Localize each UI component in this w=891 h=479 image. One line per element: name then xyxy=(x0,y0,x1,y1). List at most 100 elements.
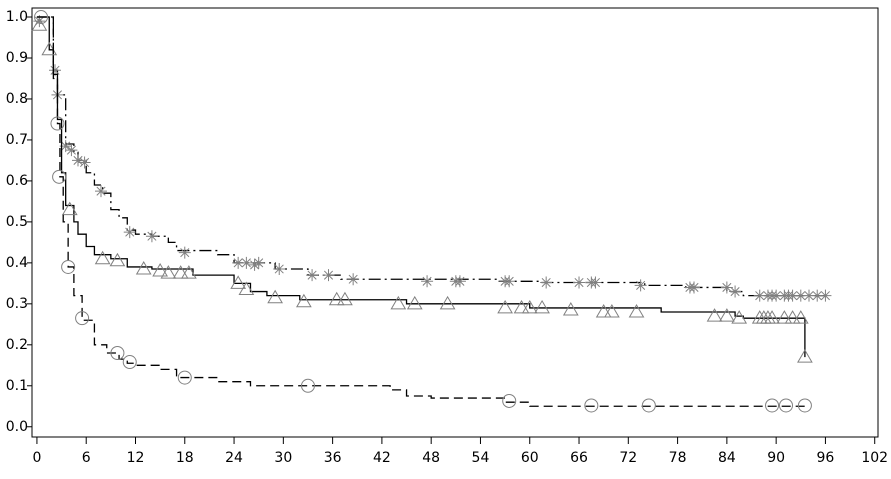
censor-marker xyxy=(122,355,137,370)
censor-marker xyxy=(52,169,67,184)
censor-marker xyxy=(273,263,286,276)
y-tick-label: 0.6 xyxy=(6,173,28,189)
censor-marker xyxy=(50,116,65,131)
censor-marker xyxy=(145,230,158,243)
censor-marker xyxy=(628,304,645,318)
censor-marker xyxy=(779,398,794,413)
censor-marker xyxy=(59,140,72,153)
censor-marker xyxy=(65,144,78,157)
y-tick-label: 0.1 xyxy=(6,378,28,394)
x-tick-label: 48 xyxy=(422,450,440,466)
x-tick-label: 54 xyxy=(472,450,490,466)
x-tick-label: 0 xyxy=(32,450,41,466)
censor-marker xyxy=(497,299,513,314)
censor-marker xyxy=(33,15,46,28)
censor-marker xyxy=(328,291,345,306)
x-tick-label: 24 xyxy=(225,450,243,466)
x-tick-label: 84 xyxy=(718,450,736,466)
censor-marker xyxy=(718,308,735,322)
censor-marker xyxy=(230,275,247,289)
censor-marker xyxy=(267,289,283,304)
x-tick-label: 12 xyxy=(127,450,145,466)
censor-marker xyxy=(765,398,780,413)
x-tick-label: 96 xyxy=(817,450,835,466)
censor-marker xyxy=(521,299,538,314)
censor-marker xyxy=(181,265,197,279)
censor-marker xyxy=(604,304,620,318)
censor-marker xyxy=(177,370,192,385)
x-tick-label: 42 xyxy=(373,450,391,466)
y-tick-label: 0.3 xyxy=(6,296,28,312)
y-tick-label: 0.5 xyxy=(6,214,28,230)
censor-marker xyxy=(300,378,315,393)
x-tick-label: 78 xyxy=(669,450,687,466)
censor-marker xyxy=(248,258,261,271)
plot-frame xyxy=(31,7,879,438)
survival-curve xyxy=(36,16,810,407)
censor-marker xyxy=(94,185,107,198)
censor-marker xyxy=(706,308,723,322)
censor-marker xyxy=(238,281,255,295)
censor-marker xyxy=(803,289,816,302)
censor-marker xyxy=(160,265,177,279)
censor-marker xyxy=(753,289,766,302)
censor-marker xyxy=(110,346,125,361)
x-tick-label: 6 xyxy=(82,450,91,466)
survival-curve xyxy=(36,16,806,358)
censor-marker xyxy=(534,299,550,314)
censor-marker xyxy=(792,310,809,324)
censor-marker xyxy=(240,256,253,269)
censor-marker xyxy=(797,398,812,413)
censor-marker xyxy=(75,311,90,326)
censor-marker xyxy=(390,295,407,310)
censor-marker xyxy=(306,269,319,282)
x-tick-label: 60 xyxy=(521,450,539,466)
censor-marker xyxy=(94,250,111,265)
censor-marker xyxy=(78,156,91,169)
censor-marker xyxy=(453,275,466,288)
censor-marker xyxy=(172,265,189,279)
censor-marker xyxy=(123,226,136,239)
censor-marker xyxy=(776,310,793,324)
y-tick-label: 0.7 xyxy=(6,132,28,148)
censor-marker xyxy=(770,289,783,302)
censor-marker xyxy=(503,275,516,288)
censor-marker xyxy=(786,289,799,302)
censor-marker xyxy=(764,310,780,324)
censor-marker xyxy=(688,281,701,294)
censor-marker xyxy=(720,281,733,294)
x-tick-label: 72 xyxy=(619,450,637,466)
censor-marker xyxy=(589,276,602,289)
censor-marker xyxy=(634,279,647,292)
censor-marker xyxy=(819,289,832,302)
censor-marker xyxy=(797,349,813,363)
y-tick-label: 1.0 xyxy=(6,9,28,25)
censor-marker xyxy=(513,299,530,314)
censor-marker xyxy=(406,295,423,310)
censor-marker xyxy=(731,310,748,324)
censor-marker xyxy=(152,263,169,277)
censor-marker xyxy=(337,291,353,306)
censor-marker xyxy=(811,289,824,302)
censor-marker xyxy=(322,269,335,282)
x-tick-label: 66 xyxy=(570,450,588,466)
censor-marker xyxy=(347,273,360,286)
censor-marker xyxy=(232,256,245,269)
censor-marker xyxy=(540,276,553,289)
censor-marker xyxy=(61,201,78,216)
x-tick-label: 102 xyxy=(861,450,888,466)
censor-marker xyxy=(595,304,612,318)
censor-marker xyxy=(48,64,61,77)
x-tick-label: 18 xyxy=(176,450,194,466)
censor-marker xyxy=(252,256,265,269)
censor-marker xyxy=(295,293,312,308)
y-tick-label: 0.4 xyxy=(6,255,28,271)
y-tick-label: 0.8 xyxy=(6,91,28,107)
censor-marker xyxy=(178,246,191,259)
censor-marker xyxy=(641,398,656,413)
censor-marker xyxy=(439,295,456,310)
censor-marker xyxy=(573,276,586,289)
censor-marker xyxy=(729,285,742,298)
